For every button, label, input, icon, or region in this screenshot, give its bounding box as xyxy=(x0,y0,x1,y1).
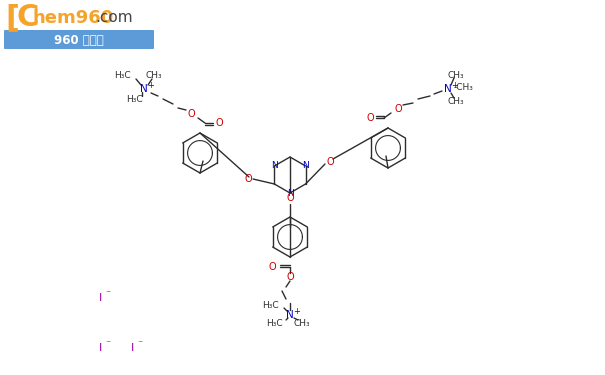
Text: O: O xyxy=(366,113,374,123)
Text: H₃C: H₃C xyxy=(126,94,142,104)
FancyBboxPatch shape xyxy=(4,30,154,49)
Text: I: I xyxy=(99,343,102,353)
Text: CH₃: CH₃ xyxy=(293,318,310,327)
Text: CH₃: CH₃ xyxy=(146,72,162,81)
Text: 960 化工网: 960 化工网 xyxy=(54,33,104,46)
Text: +: + xyxy=(293,306,301,315)
Text: .com: .com xyxy=(95,10,132,26)
Text: CH₃: CH₃ xyxy=(448,96,464,105)
Text: O: O xyxy=(326,157,334,167)
Text: CH₃: CH₃ xyxy=(448,70,464,80)
Text: O: O xyxy=(244,174,252,184)
Text: H₃C: H₃C xyxy=(114,72,130,81)
Text: N: N xyxy=(302,162,309,171)
Text: +: + xyxy=(148,81,154,90)
Text: [: [ xyxy=(5,3,19,33)
Text: H₃C: H₃C xyxy=(262,300,278,309)
Text: O: O xyxy=(187,109,195,119)
Text: O: O xyxy=(394,104,402,114)
Text: N: N xyxy=(271,162,278,171)
Text: O: O xyxy=(286,193,294,203)
Text: ⁻: ⁻ xyxy=(105,289,111,299)
Text: -CH₃: -CH₃ xyxy=(454,84,474,93)
Text: N: N xyxy=(140,84,148,94)
Text: I: I xyxy=(99,293,102,303)
Text: O: O xyxy=(286,272,294,282)
Text: ⁻: ⁻ xyxy=(105,339,111,349)
Text: hem960: hem960 xyxy=(32,9,113,27)
Text: ⁻: ⁻ xyxy=(137,339,143,349)
Text: O: O xyxy=(268,262,276,272)
Text: N: N xyxy=(287,189,293,198)
Text: O: O xyxy=(215,118,223,128)
Text: H₃C: H₃C xyxy=(266,318,283,327)
Text: C: C xyxy=(17,3,39,33)
Text: N: N xyxy=(444,84,452,94)
Text: I: I xyxy=(130,343,134,353)
Text: N: N xyxy=(286,310,294,320)
Text: +: + xyxy=(451,81,459,90)
